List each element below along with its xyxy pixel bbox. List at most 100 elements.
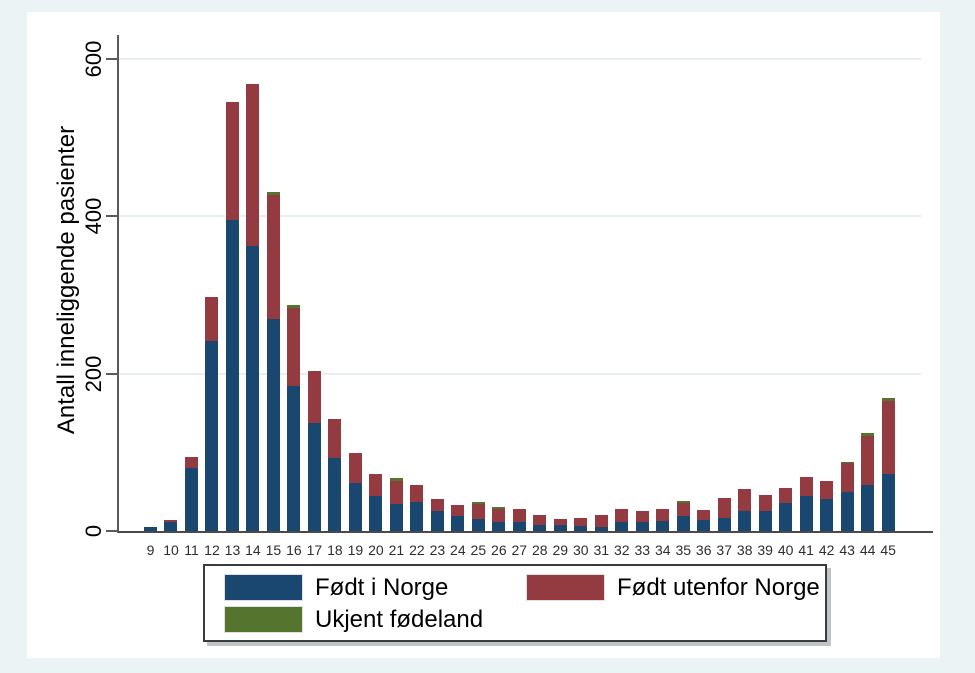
bar-38-segment: [738, 489, 752, 512]
x-tick-label-14: 14: [245, 542, 261, 558]
x-tick-label-26: 26: [491, 542, 507, 558]
y-tick-0: [106, 530, 117, 532]
bar-29-segment: [553, 519, 567, 525]
bar-36-segment: [697, 520, 711, 531]
x-tick-label-40: 40: [777, 542, 794, 558]
bar-26-segment: [492, 522, 506, 531]
bar-26-segment: [492, 506, 506, 509]
bar-40-segment: [779, 487, 793, 503]
y-tick-600: [106, 58, 117, 61]
bar-25-segment: [471, 519, 485, 531]
bar-19-segment: [348, 483, 362, 531]
bar-18-segment: [328, 418, 342, 458]
x-tick-label-45: 45: [880, 542, 896, 558]
bar-42-segment: [820, 498, 834, 531]
legend-item-fodt-i-norge: Født i Norge: [224, 574, 449, 601]
bar-33-segment: [635, 511, 649, 523]
bar-29-segment: [553, 524, 567, 531]
bar-23-segment: [430, 511, 444, 531]
bar-40-segment: [779, 502, 793, 531]
x-tick-label-37: 37: [716, 542, 733, 558]
bar-19-segment: [348, 453, 362, 484]
bar-38-segment: [738, 511, 752, 531]
x-tick-label-15: 15: [265, 542, 282, 558]
bar-12-segment: [205, 340, 219, 531]
bar-26-segment: [492, 509, 506, 523]
x-tick-label-33: 33: [634, 542, 651, 558]
x-tick-label-9: 9: [146, 542, 155, 558]
x-tick-label-39: 39: [757, 542, 773, 558]
bar-13-segment: [225, 101, 239, 220]
gridline-200: [119, 372, 921, 375]
bar-14-segment: [246, 84, 260, 247]
bar-43-segment: [840, 491, 854, 531]
bar-23-segment: [430, 498, 444, 512]
x-tick-label-43: 43: [839, 542, 855, 558]
x-tick-label-21: 21: [388, 542, 405, 558]
bar-32-segment: [615, 522, 629, 531]
x-tick-label-34: 34: [654, 542, 671, 558]
bar-30-segment: [574, 526, 588, 531]
y-tick-label-0: 0: [81, 524, 106, 538]
bar-44-segment: [861, 433, 875, 436]
bar-31-segment: [594, 515, 608, 528]
legend-item-fodt-utenfor-norge: Født utenfor Norge: [526, 574, 820, 601]
legend-swatch-fodt-i-norge-icon: [224, 574, 303, 601]
gridline-600: [119, 58, 921, 61]
bar-35-segment: [676, 516, 690, 531]
legend-swatch-ukjent-fodeland-icon: [224, 606, 303, 633]
x-tick-label-23: 23: [429, 542, 446, 558]
y-axis-title: Antall inneliggende pasienter: [53, 125, 80, 435]
legend-swatch-fodt-utenfor-norge-icon: [526, 574, 605, 601]
bar-20-segment: [369, 496, 383, 531]
x-tick-label-20: 20: [368, 542, 384, 558]
bar-28-segment: [533, 524, 547, 531]
x-tick-label-11: 11: [184, 542, 199, 558]
x-tick-label-31: 31: [593, 542, 610, 558]
x-tick-label-13: 13: [224, 542, 241, 558]
bar-35-segment: [676, 502, 690, 517]
bar-45-segment: [881, 398, 895, 402]
bar-10-segment: [164, 521, 178, 531]
bar-9-segment: [144, 527, 157, 531]
x-tick-label-44: 44: [859, 542, 876, 558]
x-tick-label-29: 29: [552, 542, 569, 558]
bar-35-segment: [676, 501, 690, 503]
legend-label-fodt-i-norge: Født i Norge: [315, 574, 449, 601]
bar-39-segment: [758, 494, 772, 512]
x-tick-label-19: 19: [347, 542, 364, 558]
bar-33-segment: [635, 522, 649, 531]
bar-44-segment: [861, 435, 875, 485]
bar-25-segment: [471, 501, 485, 505]
y-tick-label-400: 400: [81, 198, 106, 235]
bar-22-segment: [410, 501, 424, 531]
y-tick-label-200: 200: [81, 355, 106, 393]
x-tick-label-42: 42: [818, 542, 835, 558]
bar-43-segment: [840, 461, 854, 464]
legend-box: Født i Norge Født utenfor Norge Ukjent f…: [203, 564, 827, 642]
x-tick-label-38: 38: [736, 542, 753, 558]
bar-16-segment: [287, 304, 301, 308]
x-tick-label-35: 35: [675, 542, 692, 558]
x-tick-label-24: 24: [450, 542, 466, 558]
bar-17-segment: [307, 423, 321, 531]
bar-16-segment: [287, 385, 301, 531]
bar-22-segment: [410, 484, 424, 502]
x-tick-label-32: 32: [613, 542, 630, 558]
bar-18-segment: [328, 457, 342, 531]
bar-36-segment: [697, 509, 711, 520]
bar-41-segment: [799, 495, 813, 531]
bar-13-segment: [225, 219, 239, 531]
bar-11-segment: [184, 468, 198, 531]
gridline-400: [119, 215, 921, 218]
x-tick-label-17: 17: [306, 542, 323, 558]
figure-area: Antall inneliggende pasienter 0 200 400 600…: [27, 12, 940, 658]
bar-37-segment: [717, 517, 731, 531]
bar-28-segment: [533, 515, 547, 525]
bar-30-segment: [574, 517, 588, 527]
bar-24-segment: [451, 516, 465, 531]
bar-34-segment: [656, 520, 670, 531]
y-tick-400: [106, 215, 117, 218]
x-tick-label-25: 25: [470, 542, 487, 558]
